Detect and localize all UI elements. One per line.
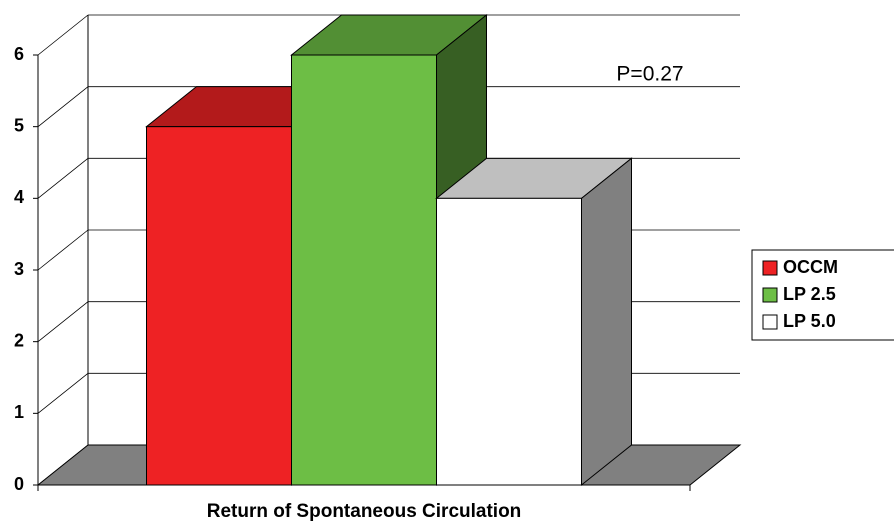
grid-side — [37, 373, 89, 414]
bar-front — [291, 54, 437, 486]
legend-label: OCCM — [783, 257, 838, 277]
legend-swatch — [762, 314, 778, 330]
bar-front — [146, 126, 292, 486]
y-tick-label: 0 — [14, 474, 24, 494]
y-tick-label: 2 — [14, 330, 24, 350]
x-tick-label: Return of Spontaneous Circulation — [207, 501, 522, 522]
legend-label: LP 5.0 — [783, 311, 836, 331]
grid-side — [37, 158, 89, 199]
annotation: P=0.27 — [616, 63, 683, 86]
y-tick-label: 5 — [14, 115, 24, 135]
y-tick-label: 4 — [14, 187, 24, 207]
y-tick-label: 6 — [14, 44, 24, 64]
y-tick-label: 1 — [14, 402, 24, 422]
grid-side — [37, 229, 89, 271]
legend-label: LP 2.5 — [783, 284, 836, 304]
legend-swatch — [762, 260, 778, 276]
legend-swatch — [762, 287, 778, 303]
bar-front — [436, 197, 582, 486]
grid-side — [37, 86, 89, 127]
y-tick-label: 3 — [14, 259, 24, 279]
bar-side — [581, 157, 632, 487]
grid-side — [37, 14, 89, 56]
grid-side — [37, 301, 89, 342]
bar — [435, 157, 633, 487]
